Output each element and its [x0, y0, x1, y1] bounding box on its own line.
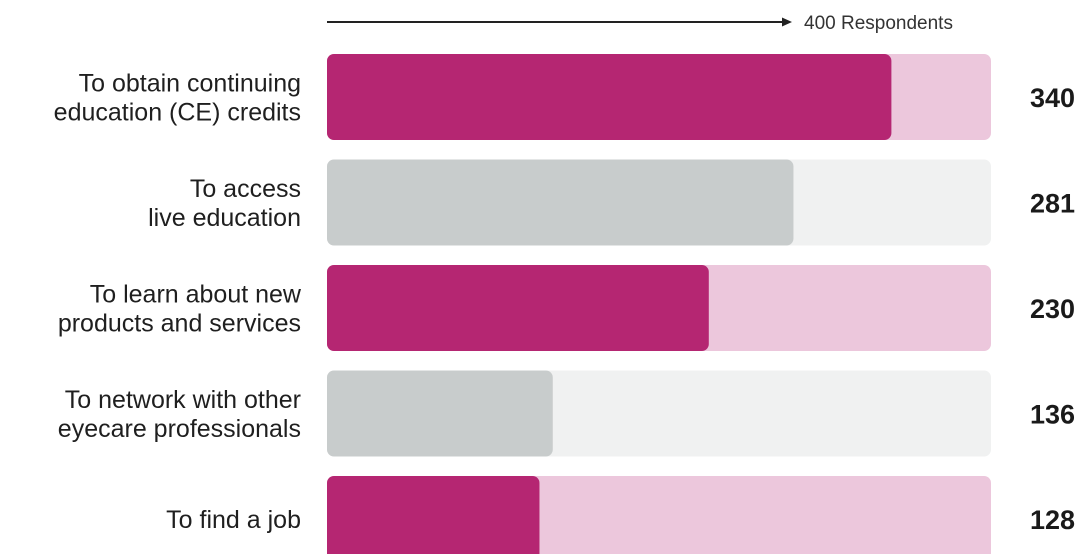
category-label-line: products and services: [58, 310, 301, 338]
category-label: To learn about new products and services: [58, 281, 302, 338]
category-label-line: To learn about new: [90, 281, 302, 309]
value-label: 230: [1030, 294, 1075, 324]
category-label-line: education (CE) credits: [54, 99, 301, 127]
category-label-line: To find a job: [166, 506, 301, 534]
category-label-line: To access: [190, 175, 301, 203]
scale-arrow-head: [782, 17, 792, 27]
bar-row: To access live education 281: [148, 159, 1075, 246]
bar-row: To learn about new products and services 2…: [58, 265, 1075, 351]
scale-indicator: 400 Respondents: [327, 13, 953, 34]
category-label: To find a job: [166, 506, 301, 534]
value-label: 136: [1030, 400, 1075, 430]
bar-rows: To obtain continuing education (CE) credi…: [54, 54, 1075, 554]
bar: [327, 54, 892, 140]
bar-row: To obtain continuing education (CE) credi…: [54, 54, 1075, 140]
bar: [327, 159, 794, 246]
bar: [327, 476, 540, 554]
bar: [327, 370, 553, 457]
bar-row: To network with other eyecare professiona…: [58, 370, 1075, 457]
value-label: 281: [1030, 189, 1075, 219]
category-label: To network with other eyecare professiona…: [58, 386, 301, 443]
category-label-line: To obtain continuing: [79, 70, 301, 98]
bar: [327, 265, 709, 351]
value-label: 128: [1030, 505, 1075, 535]
category-label-line: To network with other: [65, 386, 301, 414]
bar-row: To find a job 128: [166, 476, 1075, 554]
category-label: To access live education: [148, 175, 301, 232]
category-label-line: live education: [148, 204, 301, 232]
scale-label: 400 Respondents: [804, 13, 953, 34]
value-label: 340: [1030, 83, 1075, 113]
category-label-line: eyecare professionals: [58, 415, 301, 443]
category-label: To obtain continuing education (CE) credi…: [54, 70, 301, 127]
